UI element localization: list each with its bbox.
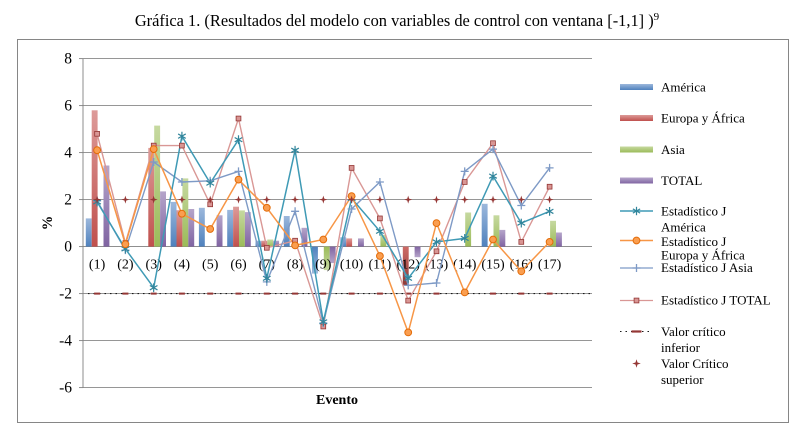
svg-text:8: 8 — [64, 51, 72, 68]
svg-text:América: América — [661, 80, 706, 95]
svg-text:4: 4 — [64, 145, 72, 162]
svg-text:TOTAL: TOTAL — [661, 173, 702, 188]
svg-text:Estadístico J: Estadístico J — [661, 234, 726, 249]
svg-text:(11): (11) — [368, 258, 391, 273]
svg-text:2: 2 — [64, 192, 72, 209]
svg-text:6: 6 — [64, 98, 72, 115]
svg-text:(4): (4) — [174, 258, 191, 273]
svg-text:Asia: Asia — [661, 142, 685, 157]
svg-text:superior: superior — [661, 372, 704, 387]
svg-text:Estadístico J Asia: Estadístico J Asia — [661, 260, 753, 275]
svg-text:(1): (1) — [89, 258, 106, 273]
svg-text:%: % — [40, 216, 56, 231]
svg-text:-6: -6 — [59, 380, 72, 397]
svg-text:Estadístico J TOTAL: Estadístico J TOTAL — [661, 293, 771, 308]
svg-text:-2: -2 — [59, 286, 72, 303]
svg-text:(8): (8) — [287, 258, 304, 273]
svg-text:(10): (10) — [340, 258, 364, 273]
svg-text:América: América — [661, 220, 706, 235]
svg-text:(15): (15) — [481, 258, 505, 273]
svg-text:0: 0 — [64, 239, 72, 256]
svg-text:Europa y África: Europa y África — [661, 111, 745, 126]
svg-text:Evento: Evento — [316, 393, 358, 408]
svg-text:(16): (16) — [510, 258, 534, 273]
svg-text:Gráfica 1. (Resultados del mod: Gráfica 1. (Resultados del modelo con va… — [135, 11, 660, 30]
svg-text:(17): (17) — [538, 258, 562, 273]
svg-text:Valor Crítico: Valor Crítico — [661, 356, 729, 371]
svg-text:Europa y África: Europa y África — [661, 248, 745, 263]
svg-text:(5): (5) — [202, 258, 219, 273]
svg-text:(3): (3) — [146, 258, 163, 273]
svg-text:Estadístico J: Estadístico J — [661, 204, 726, 219]
svg-text:(14): (14) — [453, 258, 477, 273]
svg-text:-4: -4 — [59, 333, 72, 350]
svg-text:(2): (2) — [117, 258, 134, 273]
svg-text:(9): (9) — [315, 258, 332, 273]
svg-text:Valor crítico: Valor crítico — [661, 324, 726, 339]
svg-text:(6): (6) — [230, 258, 247, 273]
svg-text:inferior: inferior — [661, 340, 701, 355]
